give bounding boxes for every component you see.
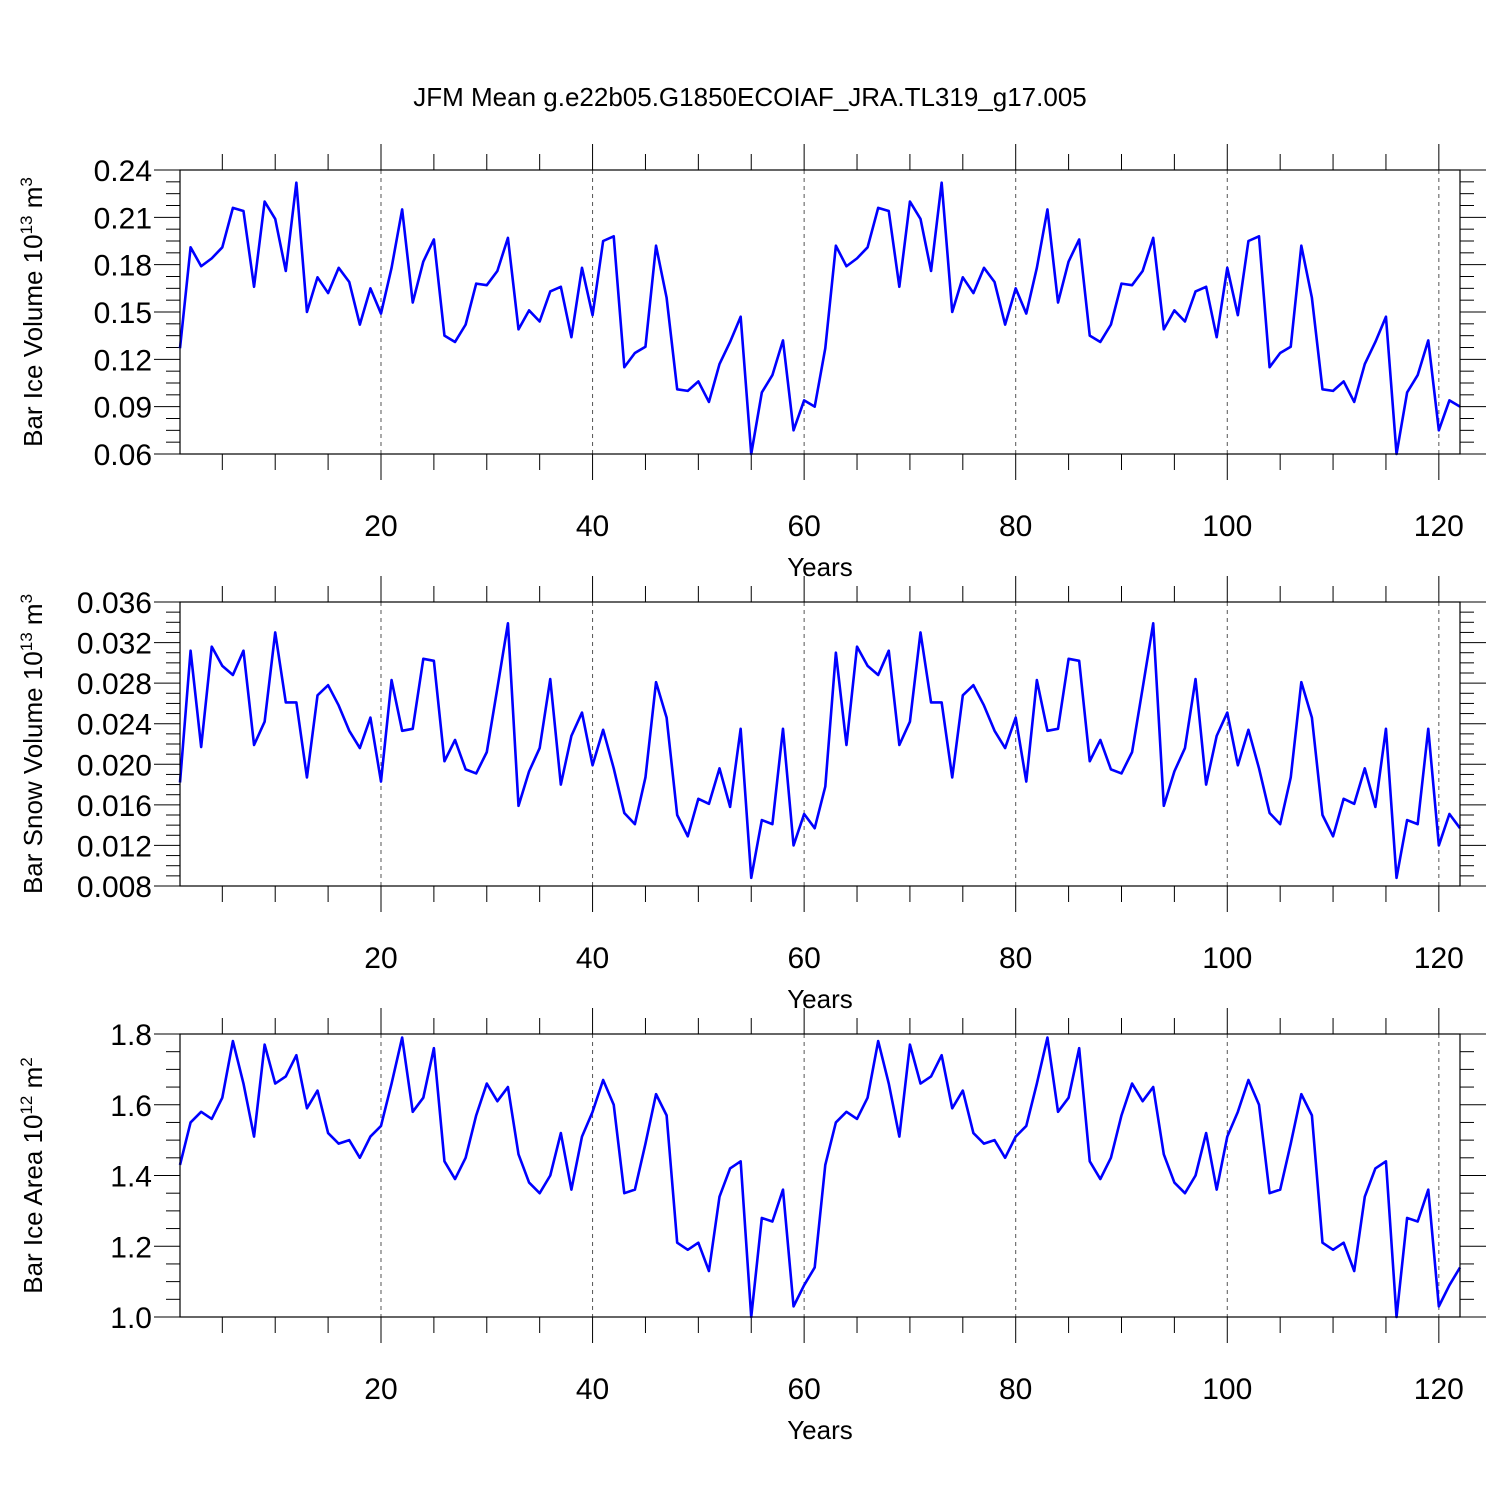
series-line <box>178 621 1462 880</box>
x-tick-label: 120 <box>1414 510 1464 543</box>
y-tick-label: 0.15 <box>94 297 152 330</box>
y-tick-label: 1.0 <box>110 1302 152 1335</box>
y-tick-label: 1.6 <box>110 1090 152 1123</box>
plot-frame <box>179 1033 1461 1318</box>
x-tick-label: 120 <box>1414 1373 1464 1406</box>
x-tick-label: 40 <box>576 942 609 975</box>
x-tick-label: 80 <box>999 942 1032 975</box>
y-tick-label: 0.18 <box>94 250 152 283</box>
x-tick-label: 60 <box>787 1373 820 1406</box>
x-tick-label: 40 <box>576 510 609 543</box>
x-tick-label: 20 <box>364 510 397 543</box>
y-axis-label: Bar Ice Volume 1013 m3 <box>17 177 48 447</box>
y-axis-label-part: Bar Snow Volume 10 <box>18 651 48 894</box>
y-tick-label: 0.036 <box>77 587 152 620</box>
chart-panel-3: 20 40 60 80 100 120 1.0 1.2 1.4 1.6 1.8 Years Bar Ic… <box>17 1008 1486 1445</box>
y-tick-label: 0.032 <box>77 628 152 661</box>
x-tick-label: 80 <box>999 510 1032 543</box>
y-tick-label: 0.016 <box>77 790 152 823</box>
y-tick-label: 0.012 <box>77 830 152 863</box>
x-tick-label: 40 <box>576 1373 609 1406</box>
y-axis-label-part: m <box>18 187 48 216</box>
x-tick-label: 60 <box>787 510 820 543</box>
x-tick-label: 80 <box>999 1373 1032 1406</box>
chart-panel-1: 20 40 60 80 100 120 0.06 0.09 0.12 0.15 0.18 0.21 0.… <box>17 144 1486 582</box>
x-tick-label: 20 <box>364 1373 397 1406</box>
y-tick-label: 0.020 <box>77 749 152 782</box>
y-axis-label-part: m <box>18 603 48 632</box>
y-axis-label-superscript: 12 <box>17 1096 36 1115</box>
y-tick-label: 0.21 <box>94 202 152 235</box>
y-tick-label: 0.12 <box>94 344 152 377</box>
series-line <box>178 1036 1462 1319</box>
y-axis-label: Bar Ice Area 1012 m2 <box>17 1057 48 1294</box>
series-line <box>178 181 1461 456</box>
x-axis-label: Years <box>787 984 853 1014</box>
x-tick-label: 20 <box>364 942 397 975</box>
y-axis-label-superscript: 3 <box>17 594 36 603</box>
x-tick-label: 100 <box>1202 1373 1252 1406</box>
x-axis-label: Years <box>787 1415 853 1445</box>
x-tick-label: 60 <box>787 942 820 975</box>
y-tick-label: 1.2 <box>110 1231 152 1264</box>
y-axis-label-superscript: 13 <box>17 632 36 651</box>
x-axis-label: Years <box>787 552 853 582</box>
plot-frame <box>179 169 1461 455</box>
y-axis-label-part: m <box>18 1067 48 1096</box>
x-tick-label: 120 <box>1414 942 1464 975</box>
y-axis-label-superscript: 3 <box>17 177 36 186</box>
y-axis-label-superscript: 2 <box>17 1057 36 1066</box>
chart-panels: 20 40 60 80 100 120 0.06 0.09 0.12 0.15 0.18 0.21 0.… <box>17 144 1486 1445</box>
y-tick-label: 0.024 <box>77 709 152 742</box>
y-tick-label: 0.24 <box>94 155 152 188</box>
x-tick-label: 100 <box>1202 510 1252 543</box>
figure-title: JFM Mean g.e22b05.G1850ECOIAF_JRA.TL319_… <box>413 82 1087 112</box>
y-tick-label: 0.008 <box>77 871 152 904</box>
y-tick-label: 1.8 <box>110 1019 152 1052</box>
y-tick-label: 0.06 <box>94 439 152 472</box>
x-tick-label: 100 <box>1202 942 1252 975</box>
y-axis-label: Bar Snow Volume 1013 m3 <box>17 594 48 894</box>
y-tick-label: 1.4 <box>110 1161 152 1194</box>
y-tick-label: 0.028 <box>77 668 152 701</box>
y-axis-label-superscript: 13 <box>17 215 36 234</box>
chart-panel-2: 20 40 60 80 100 120 0.008 0.012 0.016 0.020 0.024 0… <box>17 576 1486 1014</box>
plot-frame <box>179 601 1461 887</box>
y-axis-label-part: Bar Ice Area 10 <box>18 1115 48 1294</box>
y-tick-label: 0.09 <box>94 392 152 425</box>
y-axis-label-part: Bar Ice Volume 10 <box>18 234 48 446</box>
